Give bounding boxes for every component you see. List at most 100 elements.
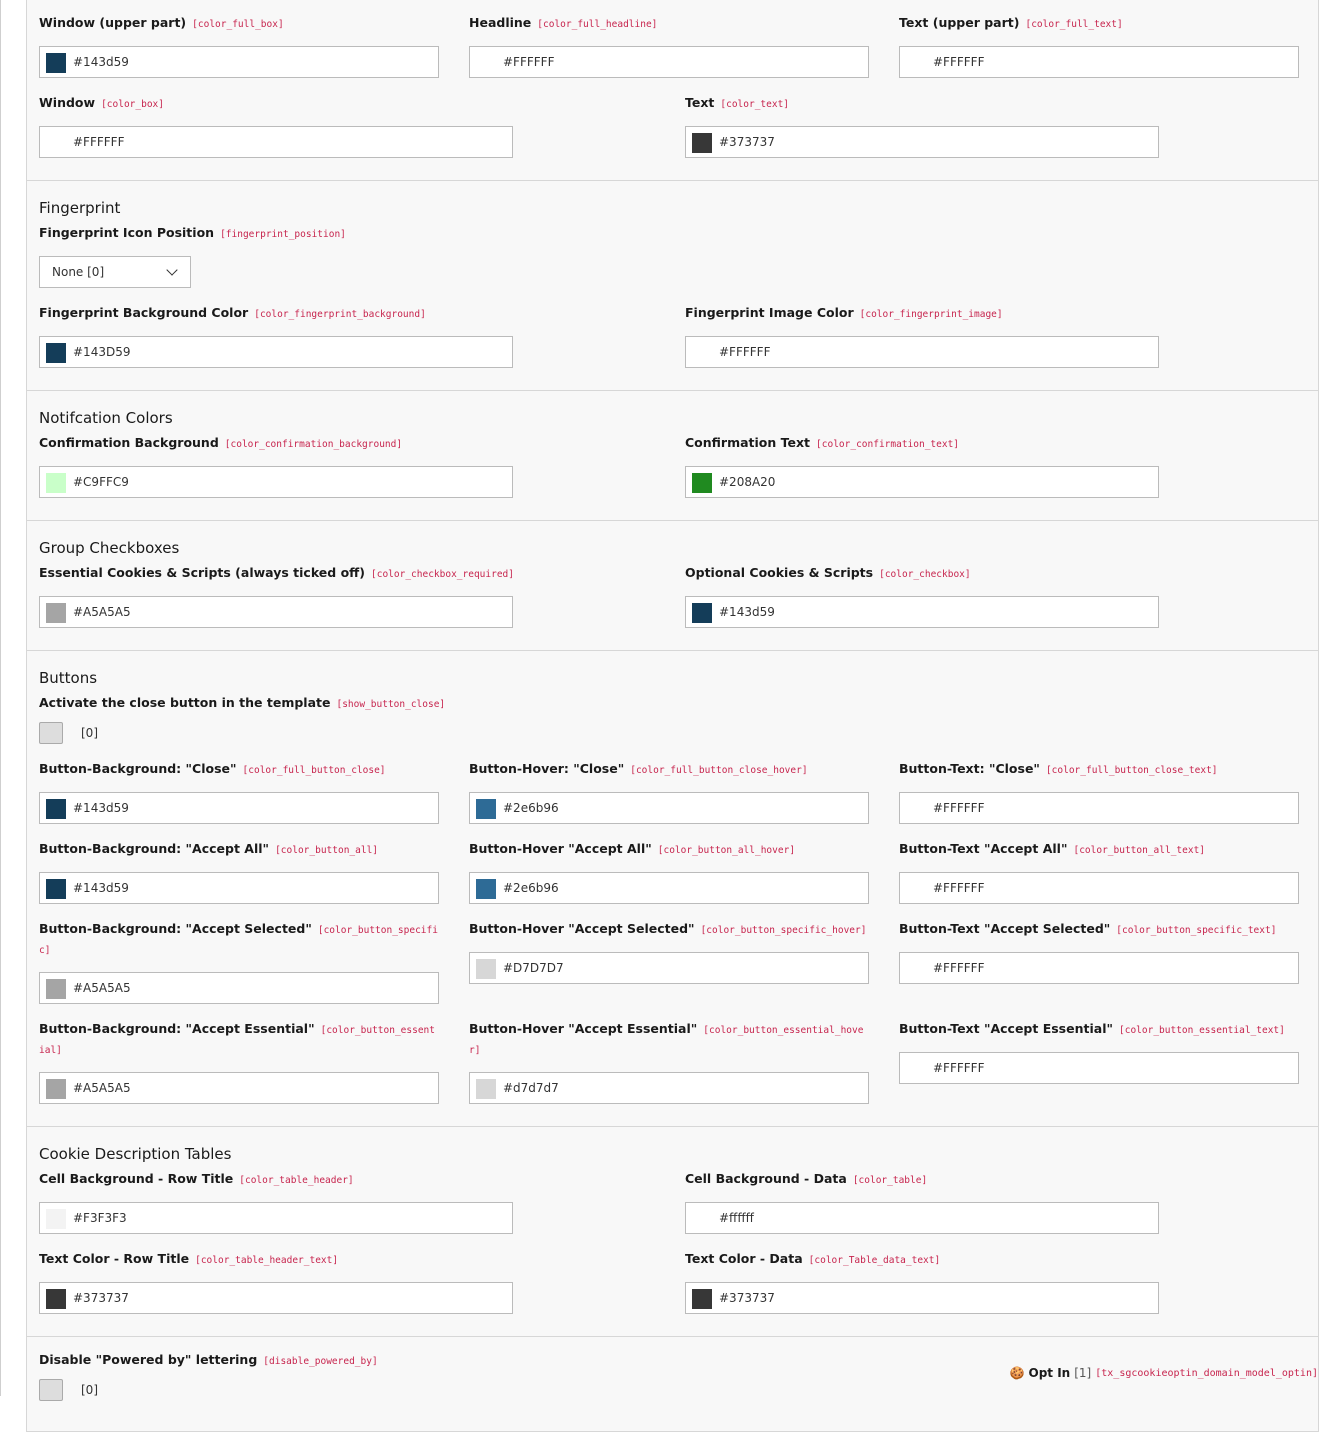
color-swatch[interactable] xyxy=(476,53,496,73)
field-row: Disable "Powered by" lettering [disable_p… xyxy=(39,1351,1306,1417)
color-input[interactable]: #C9FFC9 xyxy=(39,466,513,498)
field-row: Button-Background: "Accept Selected" [col… xyxy=(39,920,1306,1020)
color-swatch[interactable] xyxy=(46,799,66,819)
field-label: Fingerprint Background Color [color_finge… xyxy=(39,304,655,324)
color-value: #373737 xyxy=(73,1291,129,1305)
color-swatch[interactable] xyxy=(46,1209,66,1229)
section-title: Cookie Description Tables xyxy=(39,1145,232,1163)
outer-border xyxy=(0,0,1,1396)
color-swatch[interactable] xyxy=(692,1209,712,1229)
color-value: #FFFFFF xyxy=(933,801,985,815)
color-input[interactable]: #2e6b96 xyxy=(469,872,869,904)
field-label-text: Disable "Powered by" lettering xyxy=(39,1352,258,1367)
field-key: [color_button_specific] xyxy=(39,925,438,956)
color-input[interactable]: #d7d7d7 xyxy=(469,1072,869,1104)
form-field: Text [color_text] #373737 xyxy=(685,94,1301,158)
color-swatch[interactable] xyxy=(46,979,66,999)
record-title: Opt In xyxy=(1028,1366,1071,1380)
color-swatch[interactable] xyxy=(476,1079,496,1099)
color-input[interactable]: #373737 xyxy=(39,1282,513,1314)
color-swatch[interactable] xyxy=(692,603,712,623)
color-swatch[interactable] xyxy=(906,1059,926,1079)
field-label-text: Button-Text: "Close" xyxy=(899,761,1040,776)
color-input[interactable]: #373737 xyxy=(685,126,1159,158)
field-key: [color_button_all_text] xyxy=(1073,845,1206,856)
color-input[interactable]: #FFFFFF xyxy=(899,952,1299,984)
color-input[interactable]: #FFFFFF xyxy=(469,46,869,78)
color-input[interactable]: #F3F3F3 xyxy=(39,1202,513,1234)
color-input[interactable]: #A5A5A5 xyxy=(39,1072,439,1104)
field-label-text: Button-Background: "Accept Selected" xyxy=(39,921,312,936)
color-value: #d7d7d7 xyxy=(503,1081,559,1095)
form-field: Button-Background: "Close" [color_full_bu… xyxy=(39,760,439,824)
form-field: Button-Background: "Accept All" [color_bu… xyxy=(39,840,439,904)
field-label-text: Button-Text "Accept Selected" xyxy=(899,921,1111,936)
checkbox[interactable] xyxy=(39,1379,63,1401)
color-swatch[interactable] xyxy=(692,343,712,363)
field-label-text: Cell Background - Data xyxy=(685,1171,847,1186)
color-value: #F3F3F3 xyxy=(73,1211,127,1225)
field-label-text: Confirmation Text xyxy=(685,435,811,450)
color-input[interactable]: #143d59 xyxy=(39,46,439,78)
color-swatch[interactable] xyxy=(692,133,712,153)
color-value: #D7D7D7 xyxy=(503,961,564,975)
position-select[interactable]: None [0] xyxy=(39,256,191,288)
color-swatch[interactable] xyxy=(906,799,926,819)
color-input[interactable]: #A5A5A5 xyxy=(39,972,439,1004)
color-swatch[interactable] xyxy=(476,799,496,819)
field-label-text: Activate the close button in the templat… xyxy=(39,695,331,710)
field-key: [color_full_button_close] xyxy=(242,765,386,776)
color-swatch[interactable] xyxy=(46,879,66,899)
color-input[interactable]: #D7D7D7 xyxy=(469,952,869,984)
field-label-text: Text xyxy=(685,95,715,110)
section: Buttons Activate the close button in the … xyxy=(27,651,1318,1127)
color-input[interactable]: #143d59 xyxy=(685,596,1159,628)
color-input[interactable]: #143d59 xyxy=(39,872,439,904)
color-input[interactable]: #FFFFFF xyxy=(39,126,513,158)
color-swatch[interactable] xyxy=(692,473,712,493)
color-value: #143d59 xyxy=(73,55,129,69)
color-input[interactable]: #143D59 xyxy=(39,336,513,368)
color-swatch[interactable] xyxy=(46,133,66,153)
form-field: Fingerprint Icon Position [fingerprint_po… xyxy=(39,224,655,288)
color-input[interactable]: #143d59 xyxy=(39,792,439,824)
form-field: Button-Hover "Accept Selected" [color_but… xyxy=(469,920,869,1004)
color-swatch[interactable] xyxy=(906,53,926,73)
color-input[interactable]: #2e6b96 xyxy=(469,792,869,824)
field-key: [color_checkbox_required] xyxy=(371,569,514,580)
color-value: #143d59 xyxy=(73,881,129,895)
color-swatch[interactable] xyxy=(46,343,66,363)
section-title: Fingerprint xyxy=(39,199,121,217)
color-input[interactable]: #FFFFFF xyxy=(899,872,1299,904)
color-swatch[interactable] xyxy=(476,879,496,899)
field-key: [color_full_box] xyxy=(192,19,284,30)
color-swatch[interactable] xyxy=(46,473,66,493)
color-swatch[interactable] xyxy=(906,959,926,979)
color-input[interactable]: #FFFFFF xyxy=(899,1052,1299,1084)
color-swatch[interactable] xyxy=(46,1289,66,1309)
form-field: Confirmation Text [color_confirmation_tex… xyxy=(685,434,1301,498)
color-swatch[interactable] xyxy=(906,879,926,899)
field-label-text: Fingerprint Icon Position xyxy=(39,225,215,240)
color-swatch[interactable] xyxy=(692,1289,712,1309)
color-swatch[interactable] xyxy=(46,1079,66,1099)
section: Fingerprint Fingerprint Icon Position [fin… xyxy=(27,181,1318,391)
color-swatch[interactable] xyxy=(46,53,66,73)
field-label-text: Fingerprint Image Color xyxy=(685,305,854,320)
color-swatch[interactable] xyxy=(46,603,66,623)
color-input[interactable]: #A5A5A5 xyxy=(39,596,513,628)
color-input[interactable]: #373737 xyxy=(685,1282,1159,1314)
form-field: Cell Background - Data [color_table] #ffff… xyxy=(685,1170,1301,1234)
color-input[interactable]: #FFFFFF xyxy=(685,336,1159,368)
field-key: [color_confirmation_background] xyxy=(224,439,403,450)
section: Cookie Description Tables Cell Background… xyxy=(27,1127,1318,1337)
color-input[interactable]: #208A20 xyxy=(685,466,1159,498)
field-label: Activate the close button in the templat… xyxy=(39,694,655,714)
field-label: Text Color - Data [color_Table_data_text] xyxy=(685,1250,1301,1270)
color-input[interactable]: #FFFFFF xyxy=(899,792,1299,824)
color-input[interactable]: #ffffff xyxy=(685,1202,1159,1234)
checkbox[interactable] xyxy=(39,722,63,744)
color-swatch[interactable] xyxy=(476,959,496,979)
color-input[interactable]: #FFFFFF xyxy=(899,46,1299,78)
form-field: Headline [color_full_headline] #FFFFFF xyxy=(469,14,869,78)
